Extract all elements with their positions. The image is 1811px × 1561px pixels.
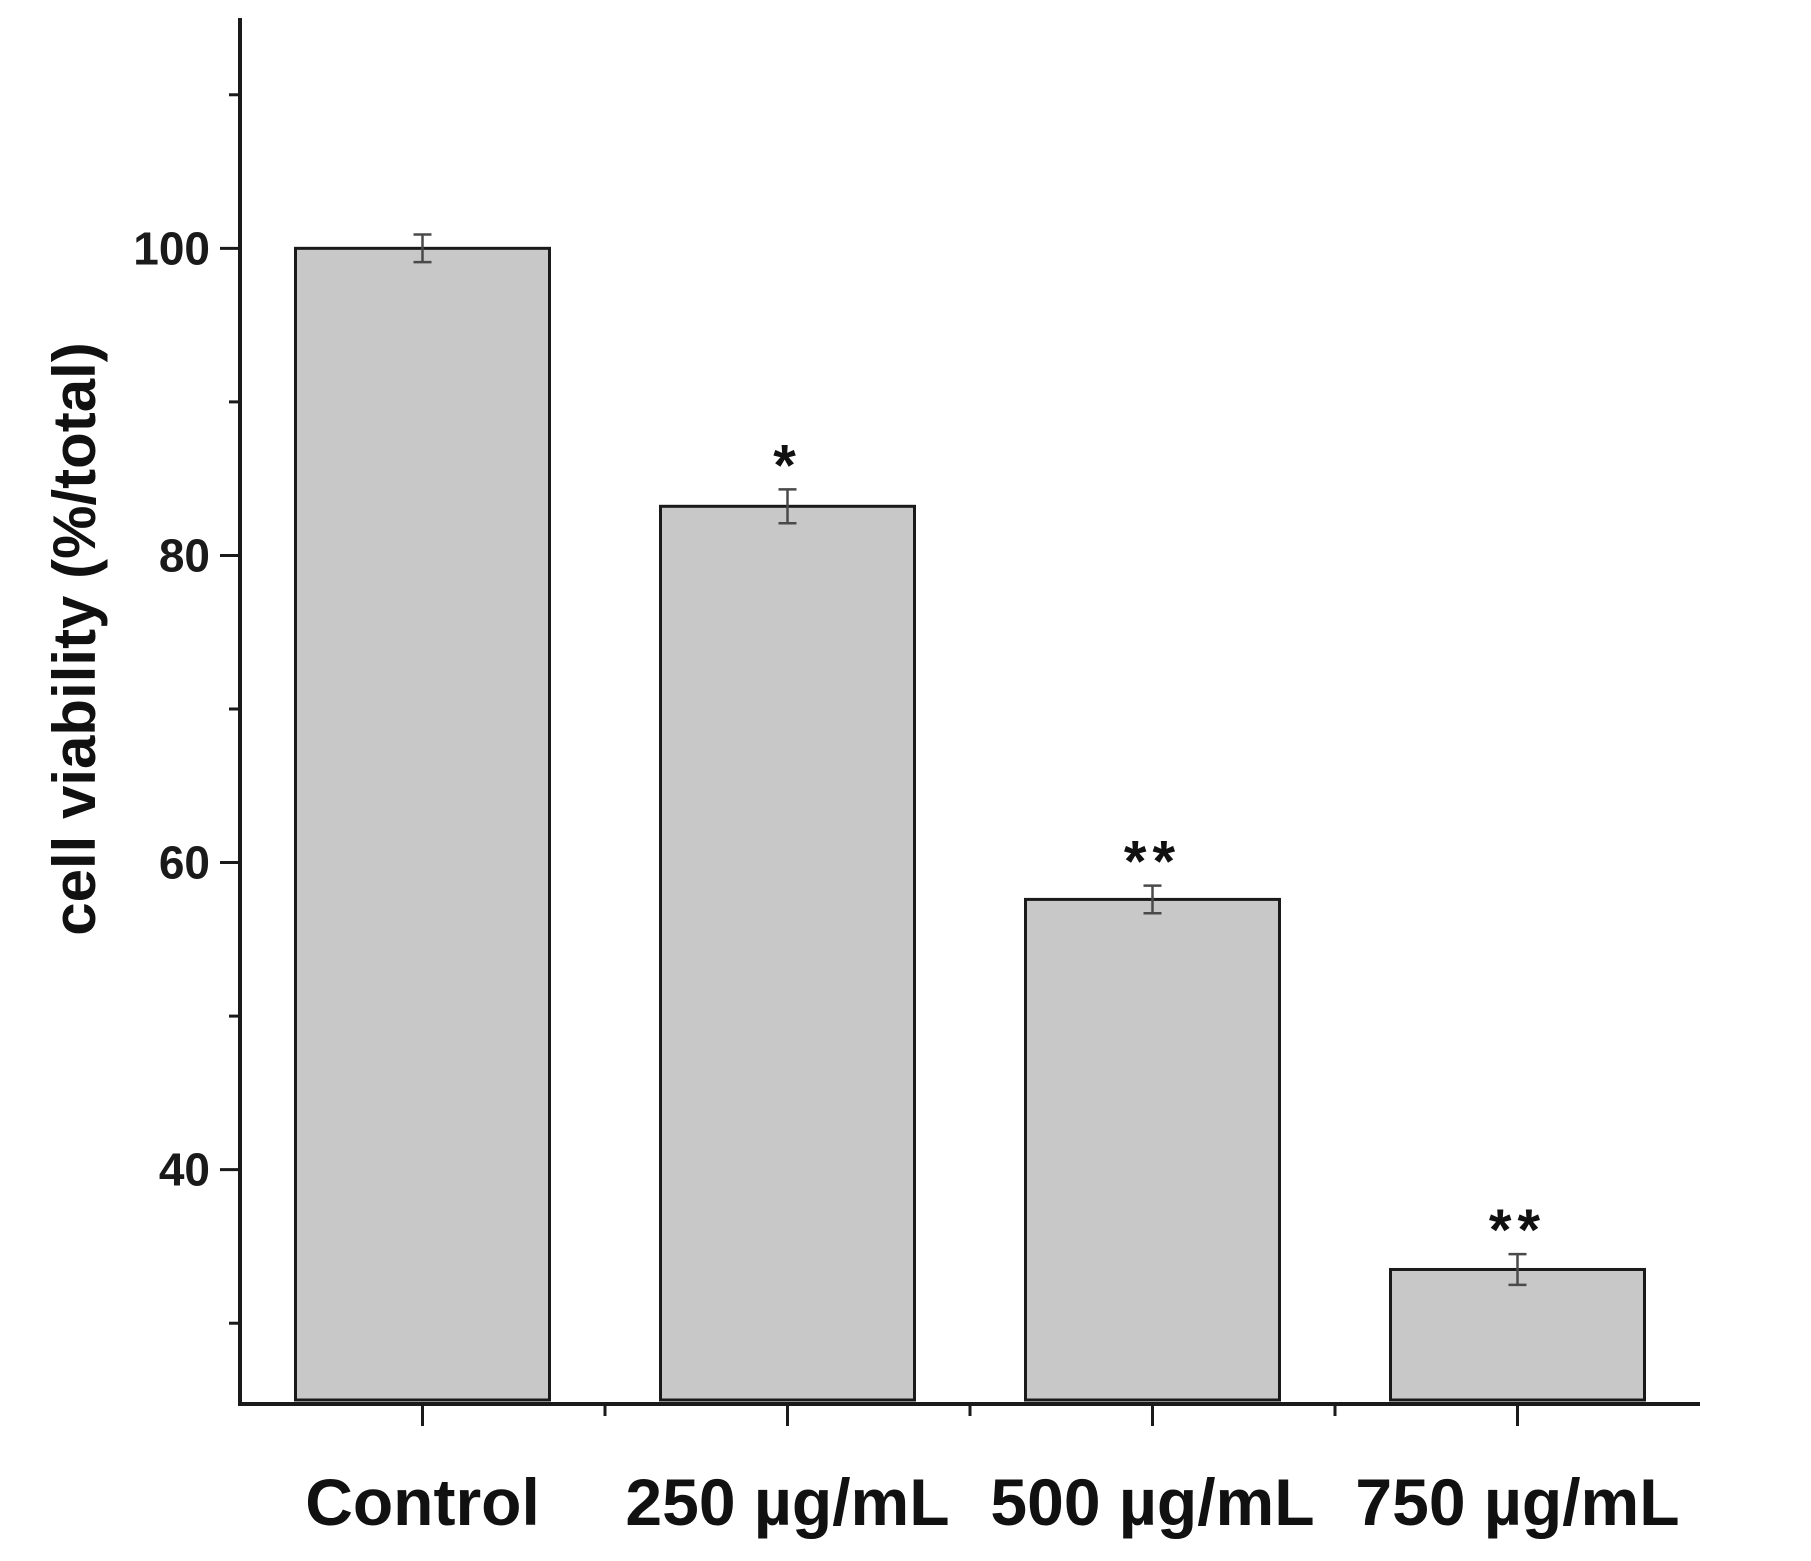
bar-2 — [1024, 897, 1281, 1402]
x-tick-label-2: 500 µg/mL — [990, 1465, 1314, 1539]
y-tick-label-3: 100 — [133, 222, 210, 274]
significance-marker-3: ** — [1489, 1198, 1546, 1263]
x-tick-label-3: 750 µg/mL — [1355, 1465, 1679, 1539]
bar-0 — [294, 246, 551, 1402]
axes-layer — [220, 18, 1700, 1426]
bar-1 — [659, 504, 916, 1402]
bars-layer — [294, 246, 1646, 1402]
y-axis-title: cell viability (%/total) — [41, 342, 108, 935]
significance-marker-1: * — [773, 433, 802, 498]
significance-marker-2: ** — [1124, 830, 1181, 895]
x-tick-label-1: 250 µg/mL — [625, 1465, 949, 1539]
bar-3 — [1389, 1267, 1646, 1402]
y-tick-label-2: 80 — [159, 529, 210, 581]
y-tick-label-0: 40 — [159, 1144, 210, 1196]
labels-layer: Control * 250 µg/mL ** 500 µg/mL ** 750 µg/mL 4… — [133, 222, 1679, 1539]
error-bars-layer — [413, 233, 1527, 1287]
x-tick-label-0: Control — [305, 1465, 540, 1539]
y-tick-label-1: 60 — [159, 837, 210, 889]
